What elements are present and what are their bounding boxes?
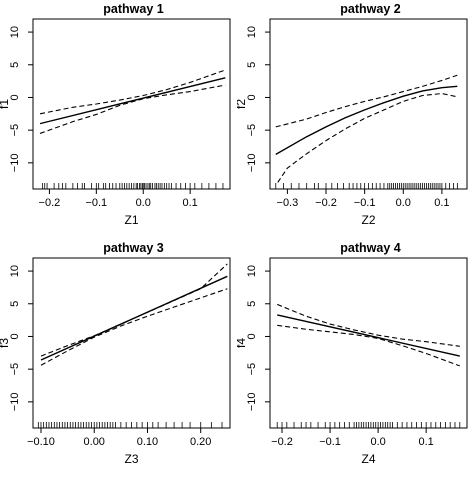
x-axis-label: Z3: [124, 452, 138, 466]
x-axis-label: Z2: [361, 213, 375, 227]
y-axis-label: f3: [0, 338, 11, 348]
y-axis-label: f4: [237, 338, 248, 348]
y-tick-label: 5: [246, 301, 258, 307]
y-tick-label: 10: [246, 265, 258, 277]
confidence-band-line: [40, 288, 228, 366]
x-tick-label: 0.0: [370, 436, 385, 448]
x-tick-label: −0.1: [354, 197, 376, 209]
x-tick-label: 0.0: [136, 197, 151, 209]
fit-line: [275, 85, 458, 155]
y-axis-label: f1: [0, 99, 11, 109]
x-tick-label: −0.1: [319, 436, 341, 448]
chart-panel-2: pathway 2 −10 −5 0 5 10 −0.3 −0.2 −0.1 0.0 0.1 Z2 f2: [237, 0, 474, 239]
x-tick-label: −0.2: [315, 197, 337, 209]
y-tick-label: 0: [9, 94, 21, 100]
y-tick-label: 5: [9, 301, 21, 307]
chart-title: pathway 1: [103, 2, 163, 16]
chart-title: pathway 2: [340, 2, 400, 16]
x-tick-label: 0.1: [182, 197, 197, 209]
plot-frame: [32, 257, 231, 429]
x-tick-label: −0.2: [271, 436, 293, 448]
y-tick-label: 0: [246, 94, 258, 100]
y-tick-label: −10: [9, 154, 21, 173]
y-tick-label: −10: [246, 393, 258, 412]
confidence-band-line: [39, 69, 226, 115]
y-tick-label: 5: [9, 62, 21, 68]
y-axis-label: f2: [237, 99, 248, 109]
y-tick-label: −5: [9, 124, 21, 137]
confidence-band-line: [275, 74, 458, 128]
fit-line: [39, 77, 226, 125]
x-tick-label: −0.2: [39, 197, 61, 209]
confidence-band-line: [277, 303, 460, 347]
y-tick-label: 0: [246, 333, 258, 339]
y-tick-label: 10: [9, 265, 21, 277]
x-tick-label: 0.00: [84, 436, 105, 448]
chart-svg-1: pathway 1 −10 −5 0 5 10 −0.2 −0.1 0.0 0.1 Z1 f1: [0, 2, 231, 227]
confidence-band-line: [277, 92, 458, 183]
chart-svg-3: pathway 3 −10 −5 0 5 10 −0.10 0.00 0.10 0.20 Z3 f3: [0, 241, 231, 466]
y-tick-label: −10: [246, 154, 258, 173]
confidence-band-line: [277, 324, 460, 367]
y-tick-label: 10: [246, 26, 258, 38]
chart-panel-3: pathway 3 −10 −5 0 5 10 −0.10 0.00 0.10 0.20 Z3 f3: [0, 239, 237, 478]
x-axis-label: Z4: [361, 452, 375, 466]
x-tick-label: 0.20: [190, 436, 211, 448]
y-tick-label: 0: [9, 333, 21, 339]
x-tick-label: −0.3: [277, 197, 299, 209]
plot-frame: [269, 18, 468, 190]
x-tick-label: −0.10: [27, 436, 55, 448]
chart-title: pathway 4: [340, 241, 400, 255]
confidence-band-line: [39, 84, 226, 134]
y-tick-label: −10: [9, 393, 21, 412]
x-tick-label: 0.10: [137, 436, 158, 448]
confidence-band-line: [40, 263, 228, 357]
x-axis-label: Z1: [124, 213, 138, 227]
plot-frame: [32, 18, 231, 190]
x-tick-label: −0.1: [85, 197, 107, 209]
plot-frame: [269, 257, 468, 429]
x-tick-label: 0.0: [396, 197, 411, 209]
chart-panel-4: pathway 4 −10 −5 0 5 10 −0.2 −0.1 0.0 0.1 Z4 f4: [237, 239, 474, 478]
y-tick-label: 10: [9, 26, 21, 38]
chart-svg-4: pathway 4 −10 −5 0 5 10 −0.2 −0.1 0.0 0.1 Z4 f4: [237, 241, 468, 466]
x-tick-label: 0.1: [419, 436, 434, 448]
x-tick-label: 0.1: [434, 197, 449, 209]
fit-line: [277, 314, 460, 357]
y-tick-label: −5: [246, 363, 258, 376]
y-tick-label: −5: [9, 363, 21, 376]
chart-svg-2: pathway 2 −10 −5 0 5 10 −0.3 −0.2 −0.1 0.0 0.1 Z2 f2: [237, 2, 468, 227]
chart-title: pathway 3: [103, 241, 163, 255]
y-tick-label: −5: [246, 124, 258, 137]
y-tick-label: 5: [246, 62, 258, 68]
chart-panel-1: pathway 1 −10 −5 0 5 10 −0.2 −0.1 0.0 0.1 Z1 f1: [0, 0, 237, 239]
